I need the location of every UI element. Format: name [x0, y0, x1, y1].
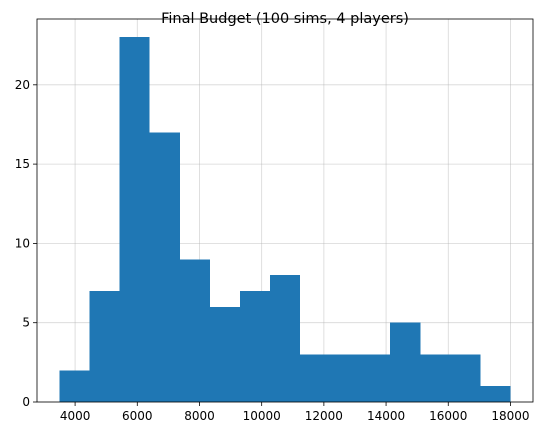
- histogram-bar: [59, 370, 90, 402]
- histogram-bar: [330, 354, 361, 402]
- x-tick-label: 10000: [243, 409, 281, 423]
- x-tick-label: 4000: [60, 409, 91, 423]
- y-tick-label: 15: [15, 157, 30, 171]
- histogram-bar: [300, 354, 331, 402]
- histogram-bar: [89, 290, 120, 402]
- histogram-bar: [239, 290, 270, 402]
- y-tick-label: 10: [15, 236, 30, 250]
- x-tick-label: 8000: [184, 409, 215, 423]
- histogram-bar: [179, 259, 210, 402]
- y-tick-label: 20: [15, 78, 30, 92]
- histogram-bar: [480, 386, 511, 402]
- x-axis: 4000 6000 8000 10000 12000 14000 16000 18000: [60, 402, 530, 423]
- histogram-bar: [450, 354, 481, 402]
- y-tick-label: 0: [22, 395, 30, 409]
- x-tick-label: 16000: [429, 409, 467, 423]
- histogram-bar: [149, 132, 180, 402]
- x-tick-label: 12000: [305, 409, 343, 423]
- plot-area-frame: [36, 18, 534, 403]
- x-tick-label: 18000: [491, 409, 529, 423]
- histogram-bar: [390, 322, 421, 402]
- histogram-bar: [269, 275, 301, 402]
- x-tick-label: 14000: [367, 409, 405, 423]
- x-tick-label: 6000: [122, 409, 153, 423]
- histogram-bar: [420, 354, 451, 402]
- bars: [59, 37, 511, 402]
- histogram-bar: [209, 306, 240, 402]
- y-axis: 0 5 10 15 20: [15, 78, 37, 409]
- y-tick-label: 5: [22, 316, 30, 330]
- histogram-bar: [360, 354, 391, 402]
- histogram-bar: [119, 37, 150, 402]
